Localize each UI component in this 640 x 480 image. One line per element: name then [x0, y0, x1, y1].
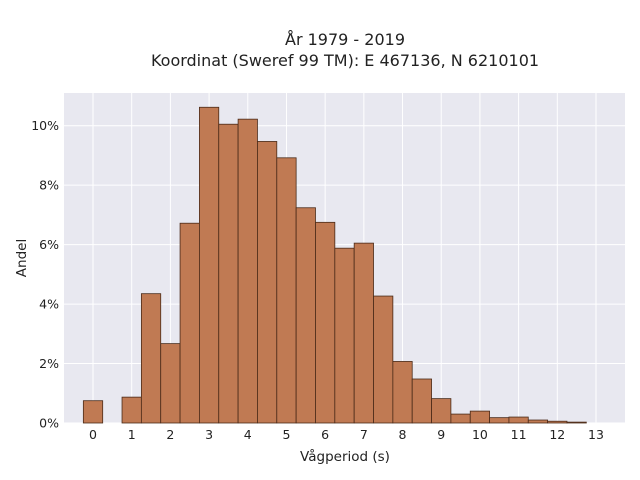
histogram-bar — [411, 378, 432, 424]
x-tick-labels: 0 1 2 3 4 5 6 7 8 9 10 11 12 13 — [89, 427, 604, 442]
x-tick-label: 13 — [588, 427, 604, 442]
chart-title-line-1: År 1979 - 2019 — [285, 30, 405, 49]
y-tick-label: 0% — [39, 416, 59, 431]
histogram-bar — [334, 247, 355, 424]
y-tick-labels: 0% 2% 4% 6% 8% 10% — [31, 118, 59, 430]
y-tick-label: 10% — [31, 118, 59, 133]
x-tick-label: 8 — [399, 427, 407, 442]
bars — [82, 106, 587, 424]
histogram-bar — [431, 398, 452, 424]
x-tick-label: 5 — [282, 427, 290, 442]
chart-title-line-2: Koordinat (Sweref 99 TM): E 467136, N 62… — [151, 51, 539, 70]
histogram-bar — [566, 421, 587, 424]
histogram-bar — [140, 293, 162, 424]
histogram-bar — [276, 157, 297, 424]
histogram-bar — [199, 106, 220, 424]
x-tick-label: 6 — [321, 427, 329, 442]
x-tick-label: 3 — [205, 427, 213, 442]
histogram-bar — [295, 207, 316, 424]
x-axis-label: Vågperiod (s) — [300, 448, 390, 465]
histogram-bar — [469, 410, 490, 424]
y-tick-label: 6% — [39, 237, 59, 252]
x-tick-label: 0 — [89, 427, 97, 442]
histogram-bar — [179, 222, 200, 424]
histogram-bar — [392, 361, 413, 424]
histogram-bar — [508, 416, 529, 424]
x-tick-label: 1 — [128, 427, 136, 442]
y-axis-label: Andel — [14, 239, 30, 277]
x-tick-label: 2 — [166, 427, 174, 442]
histogram-bar — [527, 419, 549, 424]
histogram-bar — [257, 141, 278, 424]
histogram-bar — [547, 420, 568, 424]
x-tick-label: 4 — [244, 427, 252, 442]
x-tick-label: 7 — [360, 427, 368, 442]
histogram-bar — [218, 123, 239, 424]
y-tick-label: 4% — [39, 297, 59, 312]
histogram-bar — [160, 343, 181, 424]
x-tick-label: 9 — [437, 427, 445, 442]
histogram-bar — [450, 413, 471, 424]
x-tick-label: 12 — [549, 427, 565, 442]
x-tick-label: 10 — [472, 427, 488, 442]
histogram-bar — [82, 400, 104, 424]
histogram-bar — [315, 221, 336, 424]
histogram-bar — [353, 242, 374, 424]
histogram-bar — [237, 118, 258, 424]
histogram-bar — [121, 396, 142, 424]
y-tick-label: 8% — [39, 178, 59, 193]
y-tick-label: 2% — [39, 356, 59, 371]
x-tick-label: 11 — [511, 427, 527, 442]
histogram-bar — [373, 295, 394, 424]
histogram-bar — [489, 417, 510, 424]
